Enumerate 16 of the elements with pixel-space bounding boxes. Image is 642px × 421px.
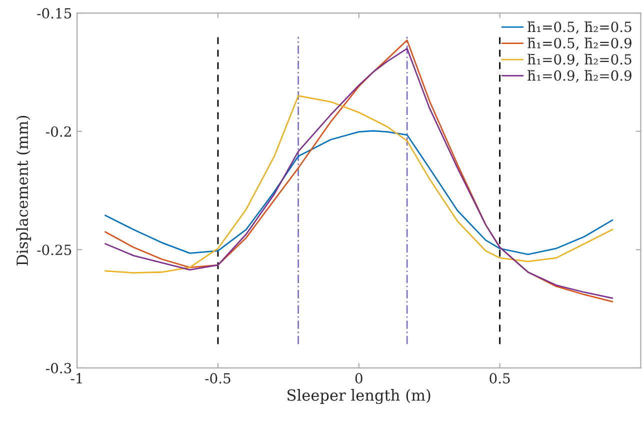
legend-label: h̄₁=0.9, h̄₂=0.9 (528, 70, 632, 82)
y-tick-label: -0.15 (37, 8, 72, 19)
x-tick-label: 0.5 (490, 373, 510, 384)
x-tick-label: -0.5 (205, 373, 230, 384)
y-axis-title: Displacement (mm) (16, 116, 32, 266)
y-tick-label: -0.3 (46, 362, 72, 374)
legend-label: h̄₁=0.9, h̄₂=0.5 (528, 54, 632, 66)
x-axis-title: Sleeper length (m) (288, 389, 430, 404)
x-tick-label: -1 (70, 373, 82, 384)
x-tick-label: 0 (355, 373, 362, 384)
legend-label: h̄₁=0.5, h̄₂=0.5 (528, 21, 632, 34)
legend-label: h̄₁=0.5, h̄₂=0.9 (528, 38, 632, 50)
line-series (104, 95, 614, 274)
y-tick-label: -0.2 (46, 126, 71, 137)
y-tick-label: -0.25 (37, 244, 72, 256)
line-series (104, 130, 614, 256)
